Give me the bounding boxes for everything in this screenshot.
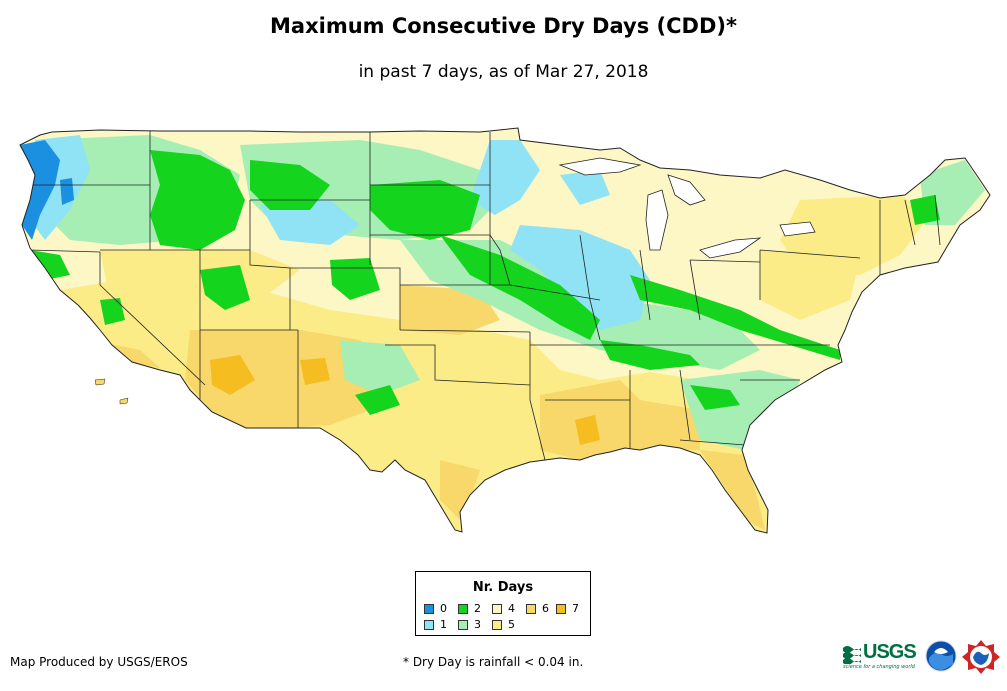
legend-swatch <box>458 603 468 614</box>
map-title: Maximum Consecutive Dry Days (CDD)* <box>270 14 737 38</box>
legend-item-7: 7 <box>556 602 579 615</box>
map-credit: Map Produced by USGS/EROS <box>10 655 188 669</box>
great-lakes <box>558 157 816 259</box>
legend-item-4: 4 <box>492 602 515 615</box>
legend-swatch <box>526 603 536 614</box>
nws-logo <box>962 640 1000 674</box>
legend-swatch <box>492 603 502 614</box>
dry-day-footnote: * Dry Day is rainfall < 0.04 in. <box>403 655 584 669</box>
legend-item-6: 6 <box>526 602 549 615</box>
coastal-islands <box>94 378 129 405</box>
legend-title: Nr. Days <box>472 580 534 595</box>
legend-swatch <box>458 619 468 630</box>
legend: Nr. Days 0 1 2 3 4 5 6 7 <box>415 571 591 636</box>
state-boundaries <box>22 131 941 461</box>
cdd-map <box>19 127 991 534</box>
map-subtitle: in past 7 days, as of Mar 27, 2018 <box>358 62 649 82</box>
legend-item-1: 1 <box>424 618 447 631</box>
legend-item-5: 5 <box>492 618 515 631</box>
legend-swatch <box>492 619 502 630</box>
legend-item-3: 3 <box>458 618 481 631</box>
legend-swatch <box>424 603 434 614</box>
legend-item-2: 2 <box>458 602 481 615</box>
legend-swatch <box>556 603 566 614</box>
usgs-wave-icon <box>843 646 861 664</box>
usgs-logo: USGS science for a changing world <box>843 641 918 671</box>
usgs-tagline: science for a changing world <box>843 664 915 670</box>
noaa-logo <box>925 640 957 672</box>
usgs-logo-text: USGS <box>863 641 917 663</box>
legend-swatch <box>424 619 434 630</box>
legend-item-0: 0 <box>424 602 447 615</box>
